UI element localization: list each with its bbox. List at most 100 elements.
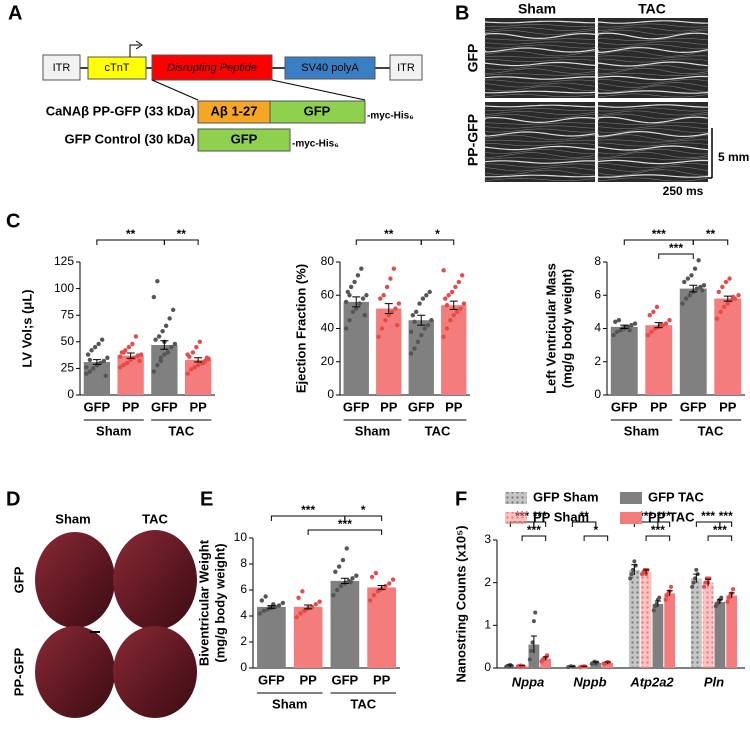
data-point: [195, 363, 201, 368]
error-bar: [581, 665, 588, 668]
significance-bracket: [163, 239, 199, 245]
echo-trace: [597, 145, 709, 151]
row-label: PP-GFP: [11, 647, 26, 696]
bar: [610, 326, 638, 395]
data-point: [170, 307, 176, 313]
error-bar: [705, 578, 712, 587]
x-tick-label: GFP: [332, 672, 359, 687]
data-point: [425, 322, 431, 328]
error-bar: [194, 357, 203, 363]
data-point: [429, 317, 434, 323]
bar: [690, 578, 702, 668]
data-point: [172, 341, 178, 347]
column-label: Sham: [518, 1, 556, 17]
data-point: [667, 317, 672, 323]
significance-label: *: [361, 503, 366, 517]
bar: [640, 572, 652, 668]
y-tick-label: 50: [61, 334, 75, 348]
itr-box: [42, 54, 81, 81]
data-point: [725, 301, 730, 306]
data-point: [408, 329, 414, 335]
data-point: [533, 610, 538, 615]
echo-trace: [597, 23, 709, 28]
echo-trace: [484, 114, 596, 119]
error-bar: [689, 284, 698, 293]
data-point: [451, 313, 456, 318]
data-point: [387, 581, 392, 586]
echo-trace: [597, 110, 709, 116]
data-point: [331, 593, 336, 598]
significance-label: ***: [701, 509, 715, 523]
column-label: Sham: [55, 511, 90, 526]
error-bar: [654, 322, 663, 329]
data-point: [87, 357, 93, 363]
data-point: [698, 284, 703, 290]
data-point: [616, 317, 622, 323]
scale-label: 5 mm: [718, 150, 749, 164]
data-point: [386, 313, 391, 318]
y-tick-label: 3: [484, 532, 491, 546]
bar: [343, 301, 369, 395]
y-tick-label: 4: [594, 321, 601, 335]
y-tick-label: 8: [594, 254, 601, 268]
error-bar: [92, 359, 101, 365]
data-point: [360, 296, 366, 301]
y-tick-label: 20: [321, 354, 335, 368]
echo-trace: [484, 30, 596, 35]
y-axis-label: Nanostring Counts (x10⁵): [453, 525, 468, 682]
data-point: [654, 304, 660, 310]
data-point: [261, 608, 266, 613]
significance-label: ***: [719, 509, 733, 523]
y-tick-label: 0: [240, 660, 247, 674]
echo-trace: [484, 90, 596, 94]
x-tick-label: GFP: [258, 672, 285, 687]
echo-trace: [484, 76, 596, 80]
data-point: [89, 348, 94, 353]
significance-label: **: [177, 227, 187, 241]
echo-trace: [484, 104, 595, 108]
itr-box: [389, 54, 423, 81]
panel-label: D: [6, 488, 20, 510]
error-bar: [384, 303, 393, 315]
data-point: [718, 309, 723, 315]
data-point: [736, 293, 741, 298]
heart-photos: Sham TAC GFP PP-GFP: [11, 511, 210, 725]
scale-label: 250 ms: [663, 184, 704, 198]
significance-bracket: [583, 535, 609, 541]
legend-label: PP TAC: [648, 509, 695, 524]
data-point: [169, 344, 174, 350]
y-tick-label: 6: [240, 582, 247, 596]
group-label: Sham: [355, 423, 390, 438]
significance-bracket: [692, 239, 729, 245]
data-point: [444, 303, 450, 308]
data-point: [444, 326, 450, 331]
data-point: [453, 284, 458, 290]
echo-trace: [484, 93, 596, 98]
data-point: [204, 355, 210, 360]
data-point: [117, 354, 123, 359]
data-point: [420, 296, 426, 301]
data-point: [694, 567, 699, 572]
y-tick-label: 8: [240, 556, 247, 570]
error-bar: [530, 635, 537, 654]
data-point: [456, 279, 462, 285]
echo-trace: [597, 159, 709, 165]
data-point: [629, 572, 634, 577]
data-point: [689, 273, 694, 278]
data-point: [371, 593, 377, 598]
data-point: [338, 583, 344, 589]
data-point: [333, 569, 338, 574]
data-point: [369, 574, 375, 580]
bar: [726, 595, 738, 668]
significance-label: **: [706, 227, 716, 241]
data-point: [645, 332, 651, 338]
data-point: [701, 584, 706, 589]
echo-trace: [484, 61, 596, 67]
group-label: TAC: [698, 423, 724, 438]
data-point: [336, 564, 342, 569]
promoter-arrow: [129, 40, 143, 57]
row-label: GFP: [11, 566, 26, 593]
significance-label: ***: [713, 523, 727, 537]
echo-trace: [597, 64, 709, 71]
data-point: [422, 326, 427, 331]
